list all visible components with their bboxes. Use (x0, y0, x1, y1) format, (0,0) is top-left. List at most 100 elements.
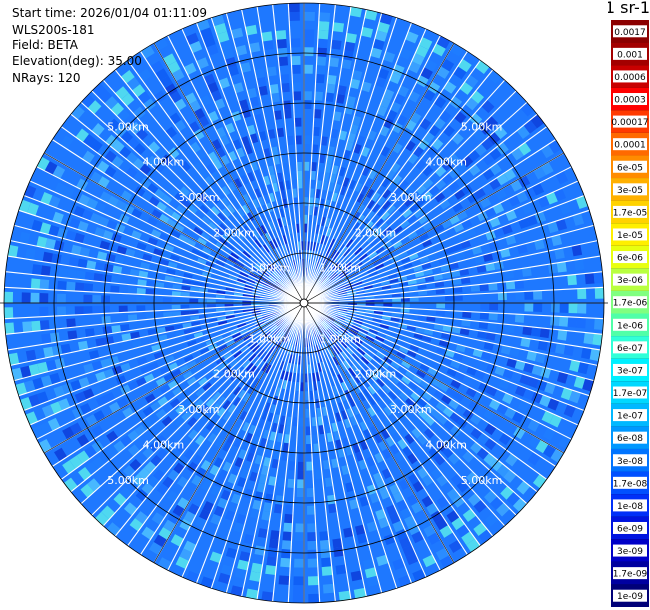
range-gate-cell (351, 324, 361, 331)
range-gate-cell (381, 343, 391, 351)
range-gate-cell (408, 380, 419, 391)
range-gate-cell (73, 205, 85, 218)
range-gate-cell (52, 165, 66, 179)
range-gate-cell (294, 117, 302, 127)
range-gate-cell (218, 237, 228, 246)
range-gate-cell (265, 253, 273, 262)
range-gate-cell (318, 12, 331, 22)
range-gate-cell (319, 234, 325, 244)
range-gate-cell (312, 126, 320, 137)
colorbar-tick-label: 3e-05 (617, 186, 643, 196)
range-gate-cell (366, 210, 375, 220)
range-gate-cell (387, 390, 398, 401)
range-gate-cell (57, 280, 67, 291)
range-gate-cell (307, 523, 317, 533)
range-gate-cell (158, 527, 172, 540)
range-gate-cell (342, 177, 350, 188)
range-gate-cell (361, 165, 371, 177)
range-gate-cell (261, 270, 270, 278)
range-gate-cell (351, 115, 362, 126)
range-gate-cell (211, 139, 222, 151)
range-gate-cell (185, 334, 195, 342)
range-gate-cell (214, 227, 225, 237)
range-gate-cell (472, 348, 483, 358)
range-gate-cell (398, 47, 412, 60)
range-gate-cell (138, 270, 149, 279)
range-gate-cell (142, 406, 155, 418)
range-gate-cell (551, 234, 563, 247)
range-gate-cell (363, 284, 373, 290)
range-gate-cell (196, 257, 207, 266)
range-gate-cell (365, 291, 375, 296)
range-gate-cell (417, 467, 429, 479)
range-gate-cell (211, 391, 222, 402)
range-gate-cell (195, 516, 208, 529)
range-gate-cell (216, 396, 227, 406)
range-gate-cell (307, 532, 317, 542)
range-gate-cell (413, 264, 423, 272)
range-gate-cell (226, 204, 236, 214)
range-gate-cell (70, 379, 82, 392)
range-gate-cell (270, 385, 277, 396)
range-gate-cell (104, 336, 115, 346)
range-gate-cell (398, 574, 412, 587)
range-gate-cell (51, 253, 62, 265)
range-gate-cell (260, 465, 270, 476)
range-gate-cell (378, 271, 388, 278)
range-gate-cell (116, 245, 127, 256)
range-gate-cell (275, 387, 282, 397)
range-gate-cell (363, 428, 373, 440)
range-gate-cell (332, 538, 343, 549)
range-gate-cell (424, 59, 438, 72)
range-gate-cell (327, 494, 336, 505)
range-gate-cell (54, 182, 67, 196)
range-gate-cell (452, 278, 462, 286)
range-gate-cell (363, 365, 373, 375)
range-gate-cell (8, 352, 20, 366)
range-ring-label: 3.00km (178, 403, 220, 416)
range-gate-cell (436, 66, 450, 79)
range-gate-cell (237, 322, 247, 329)
range-gate-cell (78, 194, 91, 207)
range-gate-cell (174, 119, 187, 132)
range-gate-cell (330, 367, 337, 377)
colorbar-label-bg (613, 93, 647, 106)
range-gate-cell (547, 397, 560, 411)
range-gate-cell (485, 331, 496, 341)
colorbar-label-bg (613, 431, 647, 444)
range-gate-cell (350, 570, 363, 582)
range-gate-cell (201, 215, 211, 226)
range-gate-cell (262, 244, 270, 254)
range-gate-cell (167, 362, 179, 372)
azimuth-spoke (303, 152, 564, 304)
range-gate-cell (345, 379, 353, 389)
range-gate-cell (235, 339, 245, 347)
range-gate-cell (417, 434, 428, 446)
range-gate-cell (268, 221, 275, 231)
range-gate-cell (69, 217, 81, 230)
range-gate-cell (321, 557, 332, 568)
range-gate-cell (31, 320, 41, 332)
range-gate-cell (40, 265, 51, 277)
range-gate-cell (276, 330, 284, 339)
range-gate-cell (375, 377, 386, 388)
range-gate-cell (275, 227, 282, 238)
range-gate-cell (171, 311, 182, 317)
range-gate-cell (328, 348, 335, 358)
range-gate-cell (380, 280, 391, 286)
range-gate-cell (235, 147, 245, 158)
range-gate-cell (248, 424, 257, 435)
range-gate-cell (435, 440, 448, 452)
range-gate-cell (378, 517, 390, 529)
range-gate-cell (121, 333, 132, 342)
range-gate-cell (328, 258, 335, 267)
range-gate-cell (103, 263, 114, 273)
range-gate-cell (533, 303, 543, 312)
range-gate-cell (376, 554, 389, 567)
range-gate-cell (266, 355, 274, 365)
range-gate-cell (179, 186, 191, 197)
range-gate-cell (383, 369, 394, 379)
range-gate-cell (337, 373, 345, 384)
range-gate-cell (153, 161, 165, 174)
range-gate-cell (521, 202, 534, 215)
